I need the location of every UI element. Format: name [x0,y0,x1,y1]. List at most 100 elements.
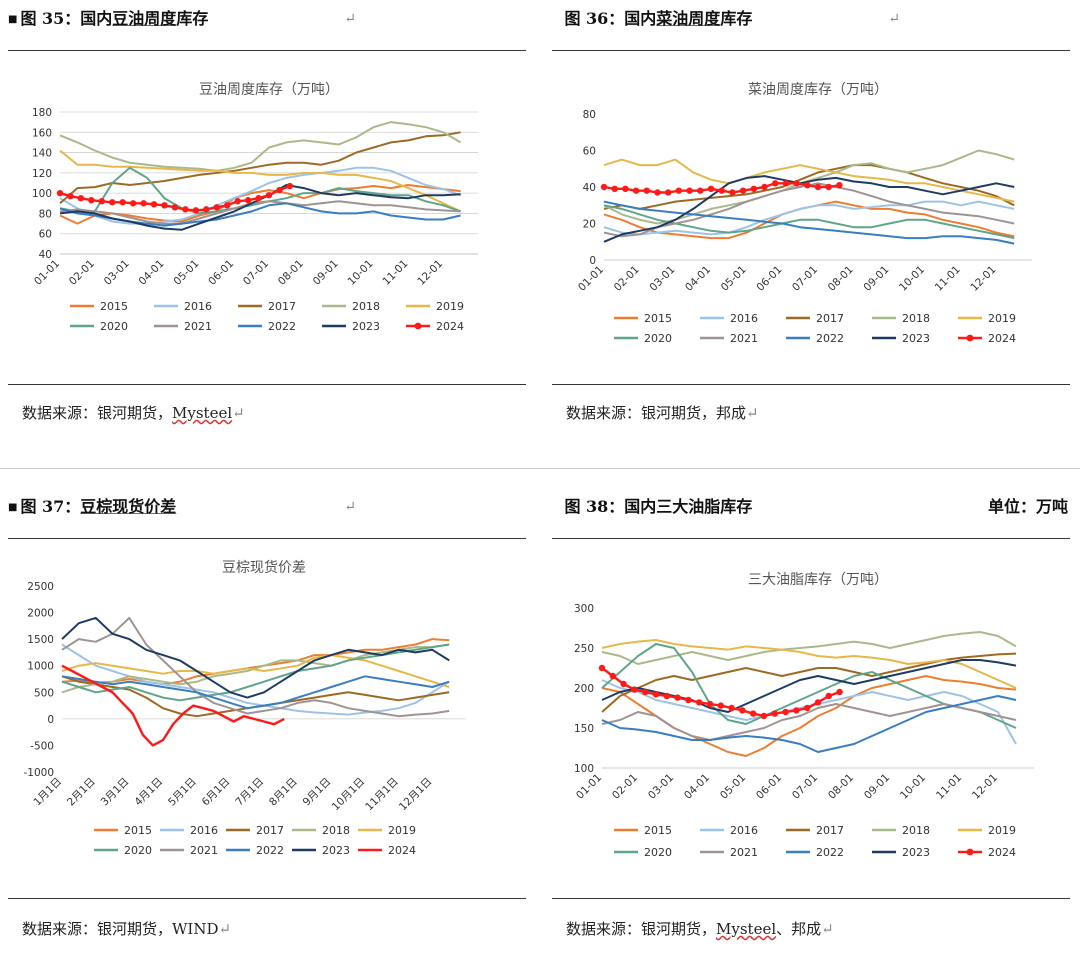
legend-label: 2022 [268,320,296,333]
series-line-2021 [61,616,450,718]
point-2024 [663,692,670,700]
legend-item-2016: 2016 [700,824,758,837]
x-tick-label: 03-01 [102,258,132,288]
y-tick-label: 60 [39,229,52,241]
y-tick-label: 0 [47,714,54,726]
figure-title-suffix: 库存 [720,9,753,28]
legend-label: 2024 [388,844,416,857]
legend-item-2024: 2024 [958,846,1016,859]
x-tick-label: 10-01 [897,264,927,294]
point-2024 [255,195,262,202]
x-tick-label: 08-01 [276,258,306,288]
x-tick-label: 4月1日 [132,776,165,809]
x-tick-label: 05-01 [718,772,748,802]
series-line-2015 [601,675,1017,757]
x-tick-label: 9月1日 [301,776,334,809]
x-tick-label: 2月1日 [65,776,98,809]
legend-item-2024: 2024 [406,320,464,333]
x-tick-label: 09-01 [861,264,891,294]
series-line-2022 [603,200,1015,245]
chart-title: 菜油周度库存（万吨） [748,82,888,98]
legend-item-2023: 2023 [872,332,930,345]
point-2024 [88,197,95,204]
point-2024 [98,198,106,205]
x-tick-label: 03-01 [647,264,677,294]
point-2024 [771,710,778,717]
point-2024 [119,199,126,206]
x-tick-label: 7月1日 [233,776,266,809]
point-2024 [772,180,779,187]
figure-title-prefix: 图 36：国内 [564,9,657,28]
point-2024 [77,195,85,202]
bottom-rule [552,384,1070,385]
unit-label: 单位：万吨 [987,497,1068,516]
point-2024 [67,192,74,200]
point-2024 [598,664,606,672]
y-tick-label: 100 [32,188,52,200]
point-2024 [717,702,724,709]
point-2024 [760,712,768,720]
legend-item-2021: 2021 [700,332,758,345]
series-line-2019 [601,639,1017,689]
y-tick-label: 0 [589,255,596,267]
x-tick-label: 01-01 [576,264,606,294]
series-line-2020 [601,643,1017,729]
point-2024 [56,189,64,197]
x-tick-label: 09-01 [311,258,341,288]
point-2024 [632,187,640,194]
point-2024 [234,198,241,205]
series-line-2019 [603,158,1015,203]
legend-item-2019: 2019 [958,312,1016,325]
point-2024 [611,185,618,193]
legend-item-2020: 2020 [94,844,152,857]
legend-label: 2017 [816,824,844,837]
x-tick-label: 06-01 [754,264,784,294]
point-2024 [836,688,843,696]
x-tick-label: 10月1日 [330,776,368,814]
point-2024 [631,686,638,693]
y-tick-label: 1000 [27,661,54,673]
x-tick-label: 10-01 [898,772,928,802]
legend-item-2022: 2022 [226,844,284,857]
figure-heading: ■ 图 37：豆棕现货价差 ↵ [8,494,528,528]
y-tick-label: 160 [32,127,52,139]
series-line-2015 [61,638,450,686]
y-tick-label: 250 [574,643,594,655]
point-2024 [665,189,672,196]
point-2024 [750,185,757,193]
x-tick-label: 12-01 [968,264,998,294]
legend-item-2020: 2020 [614,846,672,859]
data-source: 数据来源：银河期货，Mysteel、邦成↵ [566,920,834,938]
point-2024 [686,187,693,194]
y-tick-label: 180 [32,107,52,119]
top-rule [8,538,526,539]
series-line-2016 [59,166,461,225]
chart-title: 三大油脂库存（万吨） [748,572,888,588]
y-tick-label: 200 [574,683,594,695]
source-brand: Mysteel [172,404,233,422]
x-tick-label: 3月1日 [99,776,132,809]
series-line-2015 [59,184,461,225]
legend-label: 2018 [902,824,930,837]
legend-item-2017: 2017 [786,824,844,837]
legend-label: 2023 [902,846,930,859]
legend-item-2023: 2023 [872,846,930,859]
legend-label: 2023 [352,320,380,333]
legend-label: 2016 [184,300,212,313]
y-tick-label: 300 [574,603,594,615]
point-2024 [750,710,757,717]
x-tick-label: 10-01 [346,258,376,288]
point-2024 [814,183,822,191]
point-2024 [192,207,200,214]
legend-label: 2015 [644,312,672,325]
legend-label: 2017 [816,312,844,325]
legend-item-2024: 2024 [958,332,1016,345]
top-rule [8,50,526,51]
chart-title: 豆棕现货价差 [222,559,306,576]
point-2024 [825,183,832,191]
legend-label: 2019 [988,312,1016,325]
legend-label: 2016 [730,312,758,325]
x-tick-label: 07-01 [241,258,271,288]
legend-label: 2019 [436,300,464,313]
x-tick-label: 11-01 [380,258,410,288]
